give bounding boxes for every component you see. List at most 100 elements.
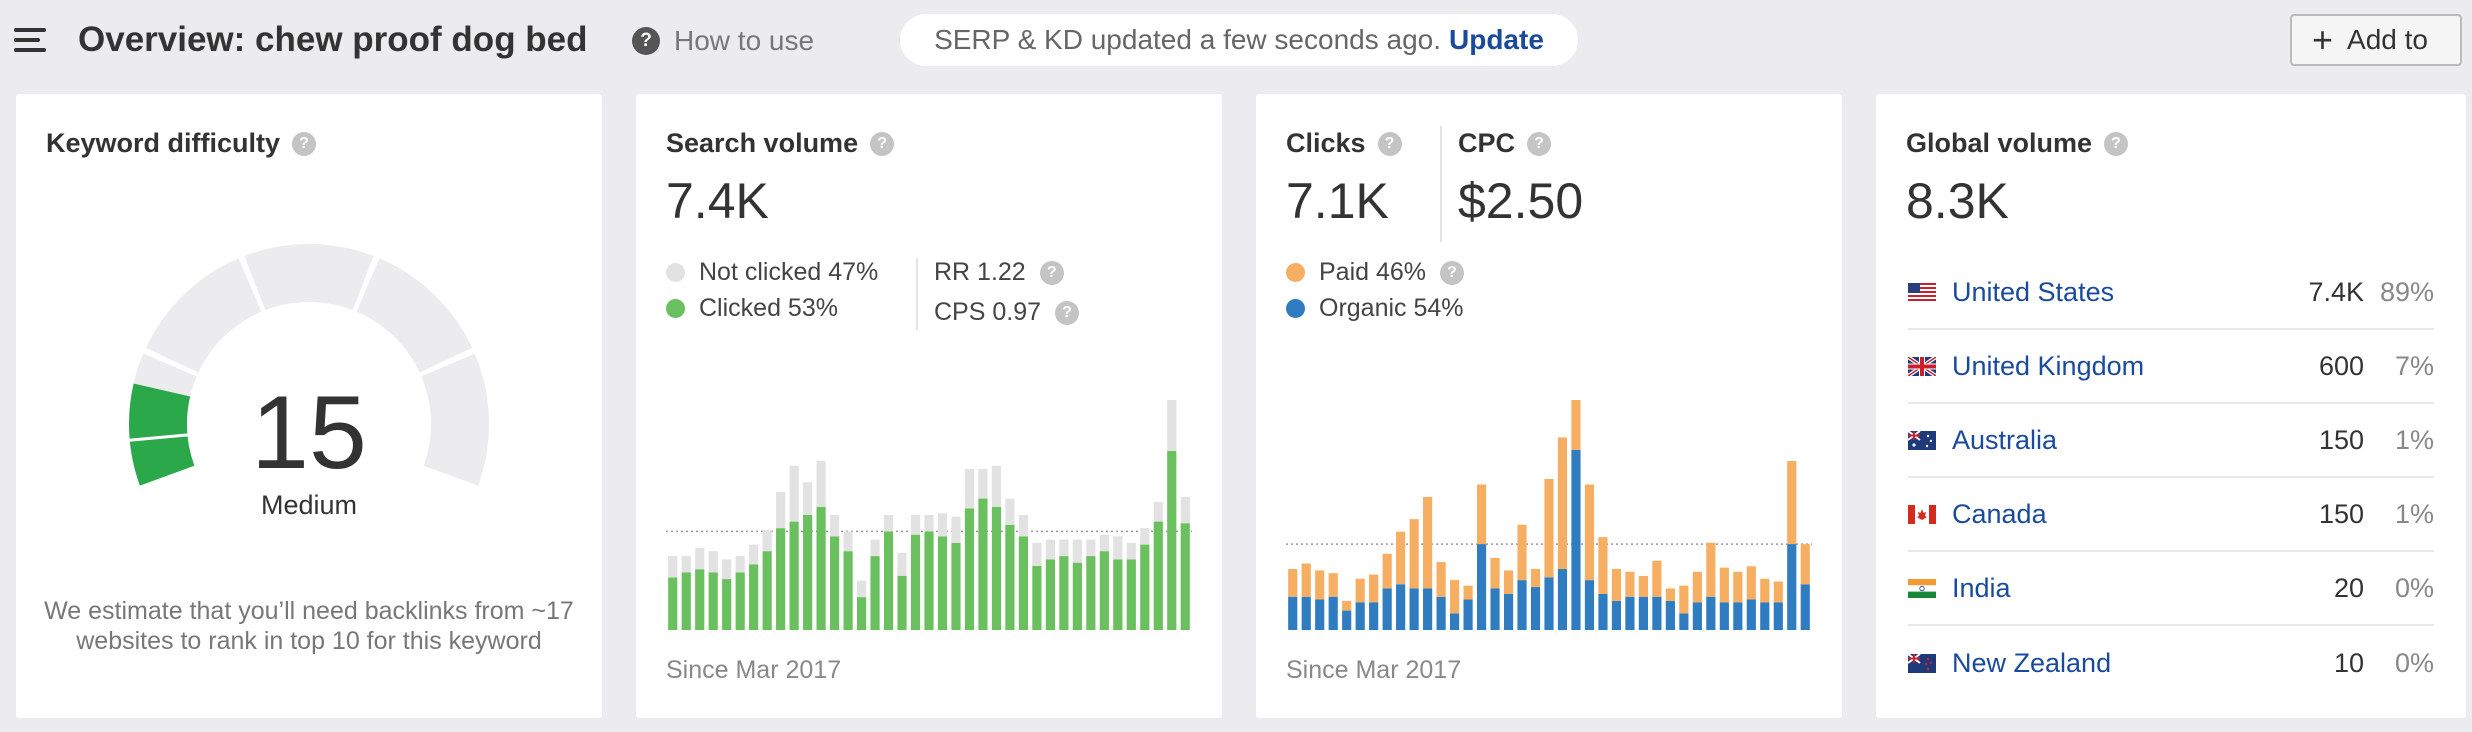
hamburger-menu-icon[interactable]: [14, 26, 46, 52]
not-clicked-bar[interactable]: [870, 539, 880, 557]
clicked-bar[interactable]: [762, 551, 772, 630]
cps-help-icon[interactable]: ?: [1055, 300, 1080, 325]
organic-bar[interactable]: [1571, 449, 1581, 630]
clicked-bar[interactable]: [843, 551, 853, 630]
organic-bar[interactable]: [1328, 596, 1338, 630]
clicked-bar[interactable]: [681, 572, 691, 631]
not-clicked-bar[interactable]: [1072, 539, 1082, 563]
clicked-bar[interactable]: [978, 498, 988, 630]
country-name-link[interactable]: New Zealand: [1952, 647, 2112, 678]
country-name-link[interactable]: India: [1952, 572, 2011, 603]
clicked-bar[interactable]: [816, 506, 826, 630]
paid-bar[interactable]: [1584, 484, 1595, 581]
paid-bar[interactable]: [1315, 570, 1325, 600]
paid-bar[interactable]: [1733, 571, 1743, 603]
paid-bar[interactable]: [1625, 571, 1635, 597]
organic-bar[interactable]: [1476, 544, 1487, 630]
organic-bar[interactable]: [1463, 599, 1473, 630]
add-to-button[interactable]: + Add to: [2290, 14, 2462, 66]
organic-bar[interactable]: [1436, 596, 1446, 630]
organic-bar[interactable]: [1611, 600, 1622, 630]
clicked-bar[interactable]: [1167, 450, 1177, 630]
paid-bar[interactable]: [1517, 524, 1527, 581]
paid-bar[interactable]: [1571, 400, 1581, 450]
paid-bar[interactable]: [1800, 544, 1810, 585]
clicked-bar[interactable]: [1099, 551, 1109, 630]
organic-bar[interactable]: [1746, 599, 1756, 630]
clicked-bar[interactable]: [1086, 556, 1096, 630]
country-name-link[interactable]: United States: [1952, 276, 2115, 307]
organic-bar[interactable]: [1288, 596, 1298, 630]
paid-bar[interactable]: [1463, 585, 1473, 600]
paid-bar[interactable]: [1423, 496, 1433, 589]
not-clicked-bar[interactable]: [668, 556, 678, 578]
organic-bar[interactable]: [1503, 593, 1514, 630]
clicked-bar[interactable]: [789, 521, 799, 630]
not-clicked-bar[interactable]: [762, 529, 772, 552]
clicked-bar[interactable]: [1045, 559, 1055, 630]
paid-bar[interactable]: [1328, 573, 1338, 597]
clicked-bar[interactable]: [735, 572, 745, 631]
not-clicked-bar[interactable]: [883, 515, 894, 532]
clicked-bar[interactable]: [1180, 523, 1190, 630]
paid-bar[interactable]: [1706, 542, 1716, 597]
paid-bar[interactable]: [1503, 570, 1514, 594]
clicked-bar[interactable]: [1032, 565, 1042, 630]
paid-bar[interactable]: [1355, 578, 1365, 603]
paid-bar[interactable]: [1652, 560, 1662, 597]
not-clicked-bar[interactable]: [978, 469, 988, 499]
not-clicked-bar[interactable]: [735, 556, 745, 573]
clicked-bar[interactable]: [1113, 559, 1123, 630]
clicked-bar[interactable]: [964, 508, 975, 630]
paid-bar[interactable]: [1746, 566, 1756, 600]
clicks-help-icon[interactable]: ?: [1377, 131, 1402, 156]
not-clicked-bar[interactable]: [803, 482, 813, 515]
paid-bar[interactable]: [1638, 575, 1648, 597]
clicked-bar[interactable]: [924, 531, 934, 630]
clicked-bar[interactable]: [883, 531, 894, 630]
not-clicked-bar[interactable]: [749, 544, 759, 565]
paid-bar[interactable]: [1679, 585, 1689, 614]
not-clicked-bar[interactable]: [776, 492, 786, 529]
not-clicked-bar[interactable]: [1167, 400, 1177, 451]
clicked-bar[interactable]: [749, 564, 759, 630]
paid-bar[interactable]: [1544, 478, 1554, 578]
clicked-bar[interactable]: [910, 534, 921, 630]
not-clicked-bar[interactable]: [1113, 536, 1123, 560]
not-clicked-bar[interactable]: [1099, 534, 1109, 552]
organic-bar[interactable]: [1315, 599, 1325, 630]
clicked-bar[interactable]: [897, 575, 907, 630]
paid-bar[interactable]: [1450, 580, 1460, 614]
paid-bar[interactable]: [1342, 600, 1352, 611]
not-clicked-bar[interactable]: [708, 551, 718, 573]
not-clicked-bar[interactable]: [856, 580, 867, 598]
clicked-bar[interactable]: [1018, 536, 1028, 630]
clicked-bar[interactable]: [1005, 524, 1015, 630]
paid-bar[interactable]: [1787, 460, 1797, 545]
paid-bar[interactable]: [1409, 519, 1419, 589]
organic-bar[interactable]: [1301, 596, 1311, 630]
not-clicked-bar[interactable]: [722, 559, 732, 580]
organic-bar[interactable]: [1679, 613, 1689, 630]
paid-bar[interactable]: [1476, 484, 1487, 545]
organic-bar[interactable]: [1355, 602, 1365, 630]
not-clicked-bar[interactable]: [1032, 542, 1042, 566]
country-name-link[interactable]: Canada: [1952, 498, 2047, 529]
not-clicked-bar[interactable]: [937, 513, 948, 537]
paid-bar[interactable]: [1490, 557, 1500, 589]
not-clicked-bar[interactable]: [1126, 542, 1136, 560]
organic-bar[interactable]: [1517, 580, 1527, 630]
not-clicked-bar[interactable]: [897, 552, 907, 576]
paid-bar[interactable]: [1692, 571, 1702, 603]
paid-help-icon[interactable]: ?: [1440, 260, 1465, 285]
organic-bar[interactable]: [1638, 596, 1648, 630]
paid-bar[interactable]: [1760, 578, 1770, 603]
organic-bar[interactable]: [1423, 588, 1433, 630]
organic-bar[interactable]: [1733, 602, 1743, 630]
clicked-bar[interactable]: [1140, 544, 1150, 630]
not-clicked-bar[interactable]: [816, 460, 826, 507]
not-clicked-bar[interactable]: [1086, 539, 1096, 557]
organic-bar[interactable]: [1342, 610, 1352, 630]
paid-bar[interactable]: [1611, 569, 1622, 601]
organic-bar[interactable]: [1369, 602, 1379, 630]
